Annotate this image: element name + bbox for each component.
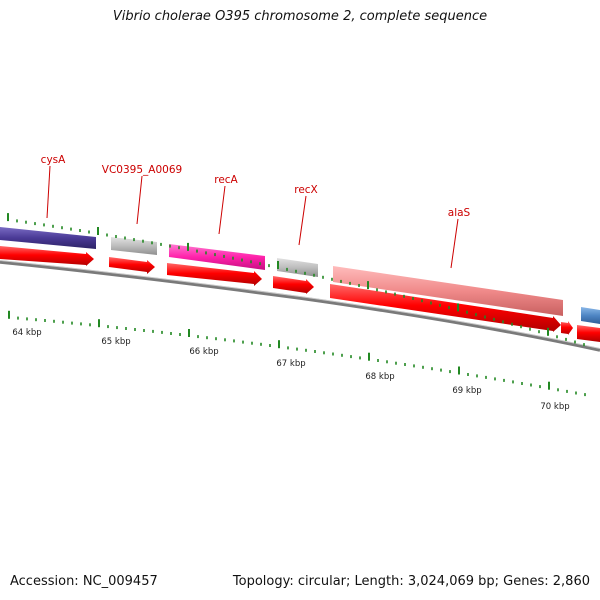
cds-arrow-recX[interactable] [273, 276, 314, 294]
leader-line-alaS [450, 218, 459, 269]
cds-arrow-small[interactable] [561, 321, 573, 335]
upper-tick-marks [7, 213, 585, 347]
gene-label-alaS: alaS [448, 207, 471, 219]
gene-label-cysA: cysA [41, 154, 66, 166]
gene-block-next[interactable] [581, 307, 600, 324]
genome-backbone [0, 260, 600, 352]
gene-label-recA: recA [214, 174, 238, 186]
gene-block-cysA[interactable] [0, 227, 96, 249]
leader-line-VC0395_A0069 [136, 175, 143, 225]
gene-block-recX[interactable] [277, 258, 318, 277]
leader-line-cysA [46, 165, 51, 219]
map-title: Vibrio cholerae O395 chromosome 2, compl… [112, 9, 488, 24]
kbp-label-64: 64 kbp [12, 328, 41, 338]
leader-line-recA [218, 185, 226, 235]
kbp-label-70: 70 kbp [540, 402, 569, 412]
kbp-label-68: 68 kbp [365, 372, 394, 382]
cds-arrow-next[interactable] [577, 325, 600, 342]
cds-arrow-recA[interactable] [167, 263, 262, 286]
cds-arrow-cysA[interactable] [0, 246, 94, 266]
kbp-label-65: 65 kbp [101, 337, 130, 347]
gene-label-recX: recX [294, 184, 318, 196]
gene-block-alaS[interactable] [333, 266, 563, 316]
lower-tick-marks [8, 310, 586, 397]
kbp-label-67: 67 kbp [276, 359, 305, 369]
gene-block-recA[interactable] [169, 244, 265, 270]
kbp-label-69: 69 kbp [452, 386, 481, 396]
cds-arrow-alaS[interactable] [330, 284, 561, 332]
gene-label-VC0395_A0069: VC0395_A0069 [102, 164, 182, 176]
cds-arrow-VC0395_A0069[interactable] [109, 257, 155, 274]
kbp-label-66: 66 kbp [189, 347, 218, 357]
gene-block-VC0395_A0069[interactable] [111, 237, 157, 255]
summary-label: Topology: circular; Length: 3,024,069 bp… [232, 574, 590, 589]
leader-line-recX [298, 195, 307, 246]
accession-label: Accession: NC_009457 [10, 574, 158, 589]
